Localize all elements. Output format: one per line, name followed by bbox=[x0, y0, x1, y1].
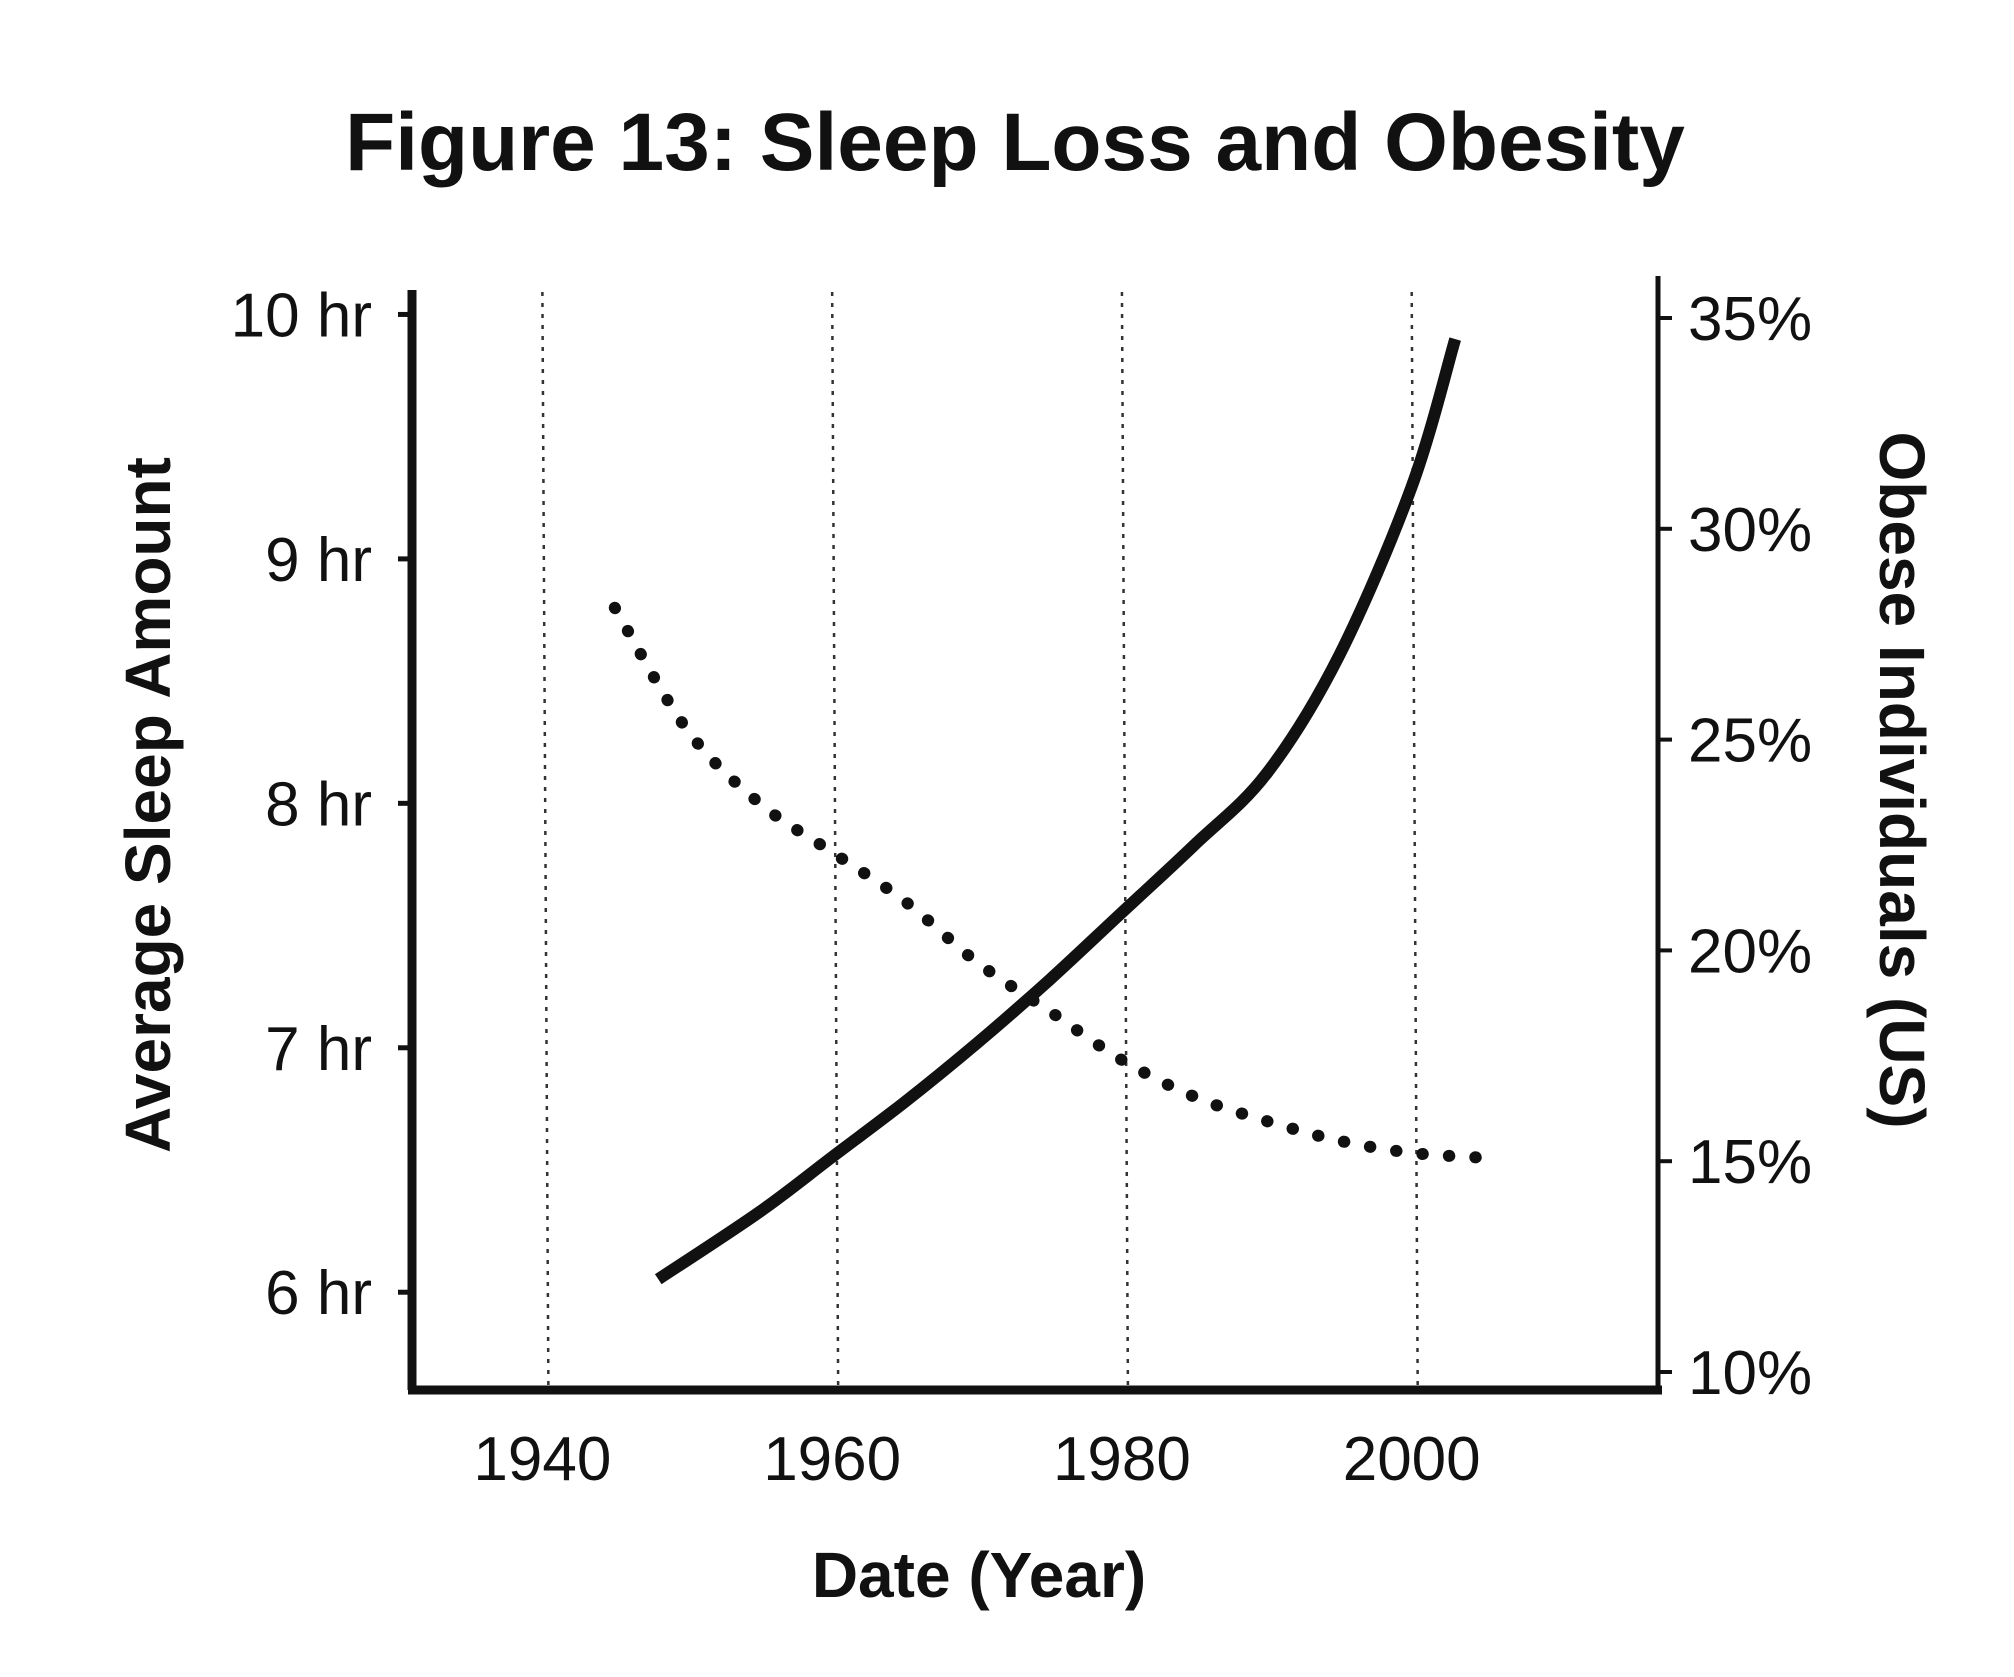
gridline-1960 bbox=[830, 291, 840, 1389]
y2-axis-title: Obese Individuals (US) bbox=[1866, 431, 1938, 1128]
axes bbox=[407, 276, 1662, 1395]
x-tick-label: 2000 bbox=[1343, 1425, 1481, 1494]
y2-tick-label: 35% bbox=[1688, 285, 1812, 354]
sleep-amount-series-line bbox=[608, 601, 1491, 1164]
y-axis-title: Average Sleep Amount bbox=[112, 457, 184, 1153]
y-tick-label: 8 hr bbox=[265, 770, 372, 839]
x-tick-label: 1980 bbox=[1053, 1425, 1191, 1494]
y-tick-label: 9 hr bbox=[265, 526, 372, 595]
y2-tick-label: 15% bbox=[1688, 1128, 1812, 1197]
gridline-1980 bbox=[1120, 291, 1130, 1389]
obesity-series-line bbox=[654, 337, 1461, 1285]
y2-tick-label: 10% bbox=[1688, 1339, 1812, 1408]
ticks: 6 hr 7 hr 8 hr 9 hr 10 hr 10% 15% 20% 25% 30% 35% 1… bbox=[231, 281, 1812, 1494]
y2-tick-label: 20% bbox=[1688, 917, 1812, 986]
gridlines bbox=[541, 291, 1419, 1389]
y-tick-label: 7 hr bbox=[265, 1015, 372, 1084]
y2-tick-label: 25% bbox=[1688, 707, 1812, 776]
y-tick-label: 6 hr bbox=[265, 1259, 372, 1328]
x-tick-label: 1960 bbox=[763, 1425, 901, 1494]
chart-title: Figure 13: Sleep Loss and Obesity bbox=[345, 97, 1685, 188]
y2-tick-label: 30% bbox=[1688, 496, 1812, 565]
y-tick-label: 10 hr bbox=[231, 281, 372, 350]
x-axis-title: Date (Year) bbox=[812, 1539, 1146, 1611]
series-layer bbox=[608, 337, 1491, 1285]
x-tick-label: 1940 bbox=[473, 1425, 611, 1494]
gridline-2000 bbox=[1410, 291, 1419, 1389]
gridline-1940 bbox=[541, 291, 550, 1389]
